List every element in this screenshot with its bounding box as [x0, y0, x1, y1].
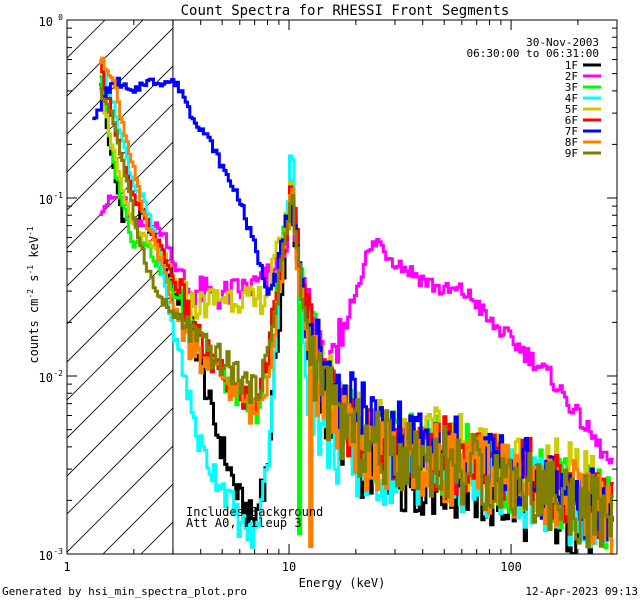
y-tick-label: 10 — [39, 193, 53, 207]
x-axis-label: Energy (keV) — [299, 576, 386, 590]
y-tick-exponent: -2 — [53, 369, 63, 378]
chart-title: Count Spectra for RHESSI Front Segments — [181, 3, 510, 19]
excluded-energy-hatch — [67, 20, 173, 554]
series-line-9f — [99, 86, 614, 549]
y-tick-label: 10 — [39, 371, 53, 385]
legend-label-2f: 2F — [565, 70, 578, 83]
y-label-part: counts cm — [27, 299, 41, 364]
series-line-8f — [99, 56, 614, 554]
y-tick-label: 10 — [39, 15, 53, 29]
annotation-attenuator: Att A0, Pileup 3 — [186, 516, 302, 530]
series-lines — [92, 56, 614, 554]
tick-marks — [66, 19, 618, 555]
observation-date: 30-Nov-2003 — [526, 36, 599, 49]
y-label-exponent: -1 — [26, 265, 35, 275]
y-tick-exponent: -1 — [53, 191, 63, 200]
legend-label-5f: 5F — [565, 103, 578, 116]
observation-time-range: 06:30:00 to 06:31:00 — [467, 47, 599, 60]
legend-label-4f: 4F — [565, 92, 578, 105]
y-tick-label: 10 — [39, 549, 53, 563]
axis-ticks — [66, 19, 618, 555]
legend-label-1f: 1F — [565, 59, 578, 72]
y-label-exponent: -1 — [26, 226, 35, 236]
y-label-exponent: -2 — [26, 289, 35, 299]
x-tick-labels: 1 10 100 — [63, 560, 522, 574]
y-label-part: keV — [27, 236, 41, 265]
plot-frame — [66, 19, 618, 555]
hatch-lines — [67, 20, 173, 554]
legend-label-3f: 3F — [565, 81, 578, 94]
footer-timestamp: 12-Apr-2023 09:13 — [525, 585, 638, 598]
legend-label-9f: 9F — [565, 147, 578, 160]
y-tick-exponent: -3 — [53, 547, 63, 556]
x-tick-label: 10 — [282, 560, 296, 574]
annotation-background: Includes Background — [186, 505, 323, 519]
legend-label-7f: 7F — [565, 125, 578, 138]
y-axis-label: counts cm-2 s-1 keV-1 — [26, 226, 41, 363]
y-label-part: s — [27, 275, 41, 289]
x-tick-label: 100 — [500, 560, 522, 574]
series-line-7f — [92, 76, 614, 542]
y-tick-exponent: 0 — [58, 13, 63, 22]
footer-generated-by: Generated by hsi_min_spectra_plot.pro — [2, 585, 247, 598]
x-tick-label: 1 — [63, 560, 70, 574]
legend-label-8f: 8F — [565, 136, 578, 149]
legend-label-6f: 6F — [565, 114, 578, 127]
